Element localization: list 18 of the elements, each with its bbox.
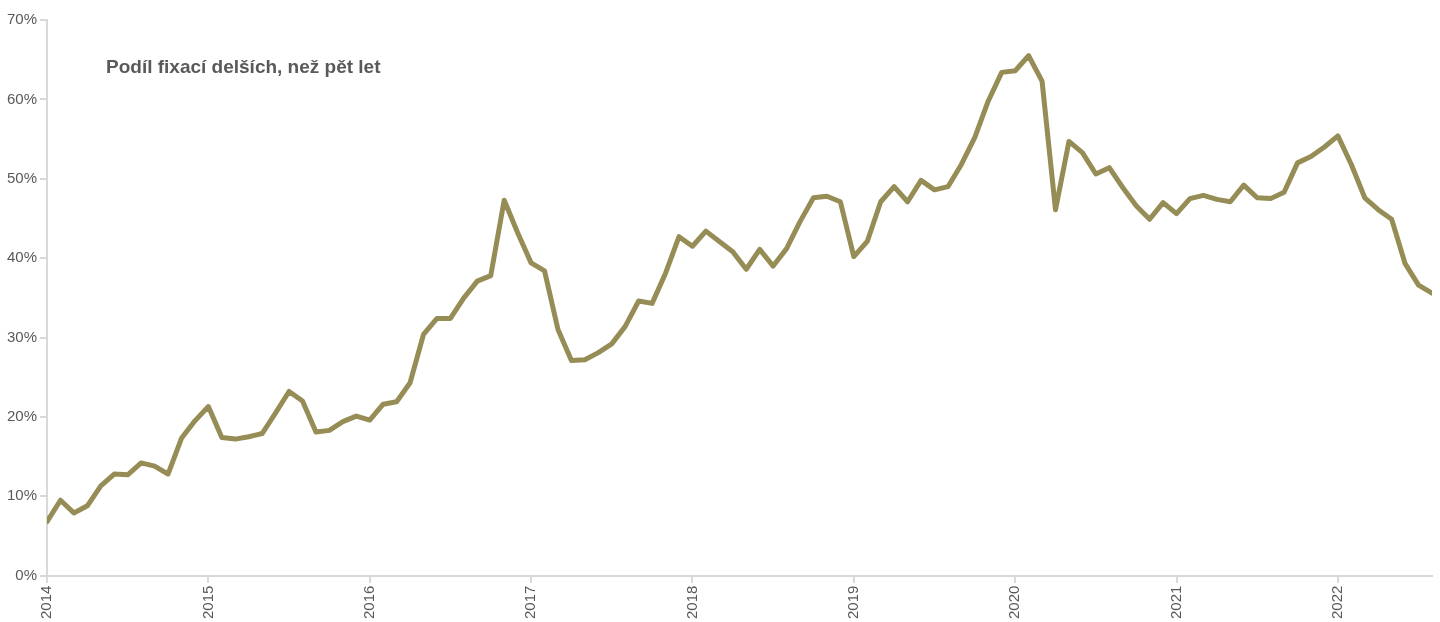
y-tick-label: 0% [15, 565, 38, 583]
y-tick-label: 20% [6, 407, 38, 425]
y-tick-label: 70% [6, 10, 38, 28]
x-tick-label: 2016 [359, 585, 377, 620]
x-tick-label: 2019 [843, 585, 861, 620]
x-tick-label: 2015 [198, 585, 216, 620]
y-tick-label: 50% [6, 168, 38, 186]
x-tick-label: 2014 [37, 585, 55, 620]
x-tick-label: 2021 [1166, 585, 1184, 620]
y-tick-label: 10% [6, 486, 38, 504]
x-tick-label: 2022 [1328, 585, 1346, 620]
y-tick-label: 40% [6, 248, 38, 266]
y-tick-label: 30% [6, 327, 38, 345]
x-tick-label: 2018 [682, 585, 700, 620]
x-tick-label: 2017 [521, 585, 539, 620]
text: Podíl fixací delších, než pět let [106, 56, 381, 78]
y-tick-label: 60% [6, 89, 38, 107]
x-tick-label: 2020 [1005, 585, 1023, 620]
